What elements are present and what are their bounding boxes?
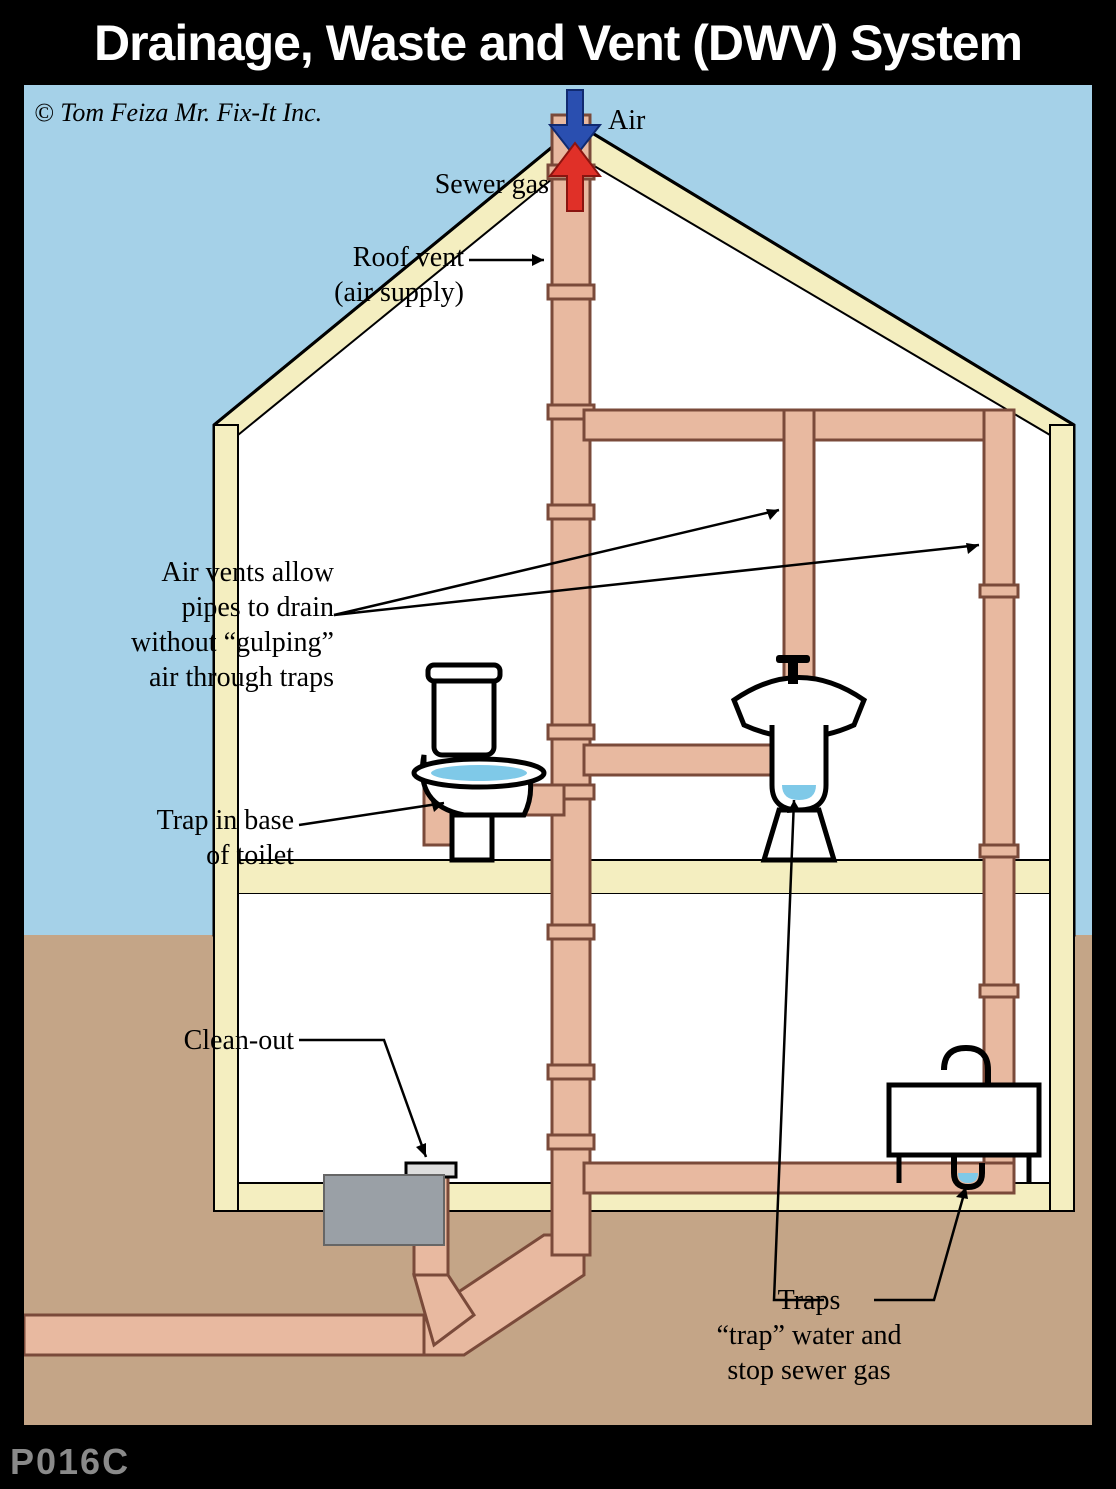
traps-l2: “trap” water and [717, 1320, 902, 1351]
midfloor [214, 860, 1074, 894]
traps-label: Traps “trap” water and stop sewer gas [644, 1283, 974, 1388]
air-label: Air [608, 103, 645, 138]
diagram-area: © Tom Feiza Mr. Fix-It Inc. Air Sewer ga… [24, 85, 1092, 1425]
main-stack [548, 115, 594, 1255]
air-vents-label: Air vents allow pipes to drain without “… [64, 555, 334, 695]
traps-l1: Traps [778, 1285, 841, 1316]
traps-l3: stop sewer gas [727, 1355, 890, 1386]
air-vents-l4: air through traps [149, 662, 334, 693]
air-vents-l1: Air vents allow [161, 557, 334, 588]
title-bar: Drainage, Waste and Vent (DWV) System [0, 0, 1116, 85]
right-wall [1050, 425, 1074, 1211]
roof-vent-label: Roof vent (air supply) [254, 240, 464, 310]
cleanout-box [324, 1175, 444, 1245]
diagram-frame: Drainage, Waste and Vent (DWV) System [0, 0, 1116, 1489]
air-vents-l2: pipes to drain [182, 592, 334, 623]
basement-branch [584, 1163, 1014, 1193]
trap-toilet-l1: Trap in base [157, 805, 294, 836]
sewer-gas-label: Sewer gas [329, 167, 549, 202]
trap-toilet-label: Trap in base of toilet [64, 803, 294, 873]
scene-svg [24, 85, 1092, 1425]
air-vents-l3: without “gulping” [131, 627, 334, 658]
copyright-text: © Tom Feiza Mr. Fix-It Inc. [34, 97, 322, 130]
figure-code: P016C [10, 1441, 130, 1483]
clean-out-label: Clean-out [94, 1023, 294, 1058]
roof-vent-line1: Roof vent [353, 242, 464, 273]
trap-toilet-l2: of toilet [206, 840, 294, 871]
roof-vent-line2: (air supply) [334, 277, 464, 308]
page-title: Drainage, Waste and Vent (DWV) System [94, 14, 1022, 72]
